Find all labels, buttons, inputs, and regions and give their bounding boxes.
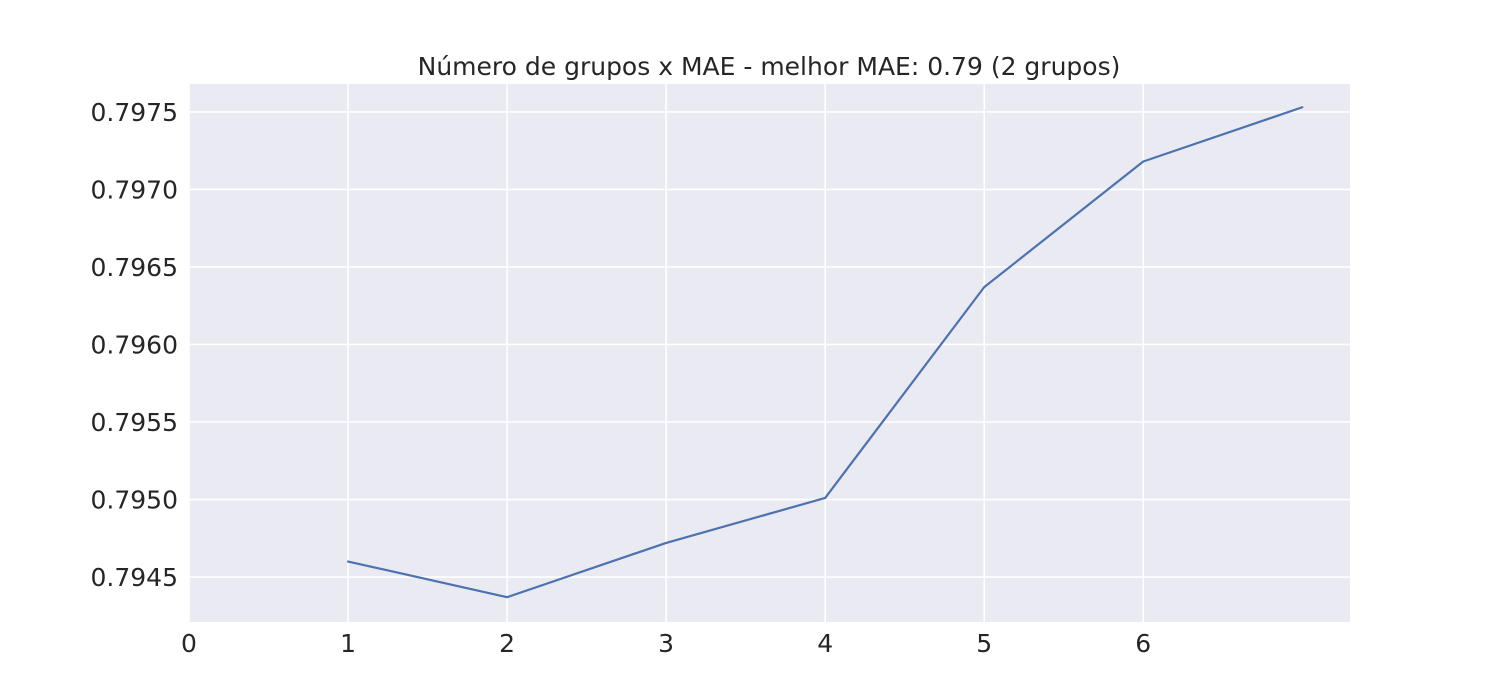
grid bbox=[188, 84, 1350, 622]
chart-title: Número de grupos x MAE - melhor MAE: 0.7… bbox=[418, 52, 1121, 81]
y-axis: 0.7945 0.7950 0.7955 0.7960 0.7965 0.7970 0.79… bbox=[91, 98, 178, 592]
x-tick-label: 1 bbox=[340, 629, 356, 658]
y-tick-label: 0.7950 bbox=[91, 486, 178, 515]
y-tick-label: 0.7960 bbox=[91, 330, 178, 359]
x-tick-label: 5 bbox=[976, 629, 992, 658]
y-tick-label: 0.7945 bbox=[91, 563, 178, 592]
x-axis: 0 1 2 3 4 5 6 bbox=[181, 629, 1151, 658]
y-tick-label: 0.7970 bbox=[91, 175, 178, 204]
plot-area bbox=[189, 84, 1350, 622]
x-tick-label: 4 bbox=[817, 629, 833, 658]
y-tick-label: 0.7975 bbox=[91, 98, 178, 127]
x-tick-label: 0 bbox=[181, 629, 197, 658]
y-tick-label: 0.7965 bbox=[91, 253, 178, 282]
x-tick-label: 3 bbox=[658, 629, 674, 658]
y-tick-label: 0.7955 bbox=[91, 408, 178, 437]
x-tick-label: 6 bbox=[1135, 629, 1151, 658]
series-line bbox=[346, 106, 1304, 599]
x-tick-label: 2 bbox=[499, 629, 515, 658]
series-layer bbox=[346, 106, 1304, 599]
